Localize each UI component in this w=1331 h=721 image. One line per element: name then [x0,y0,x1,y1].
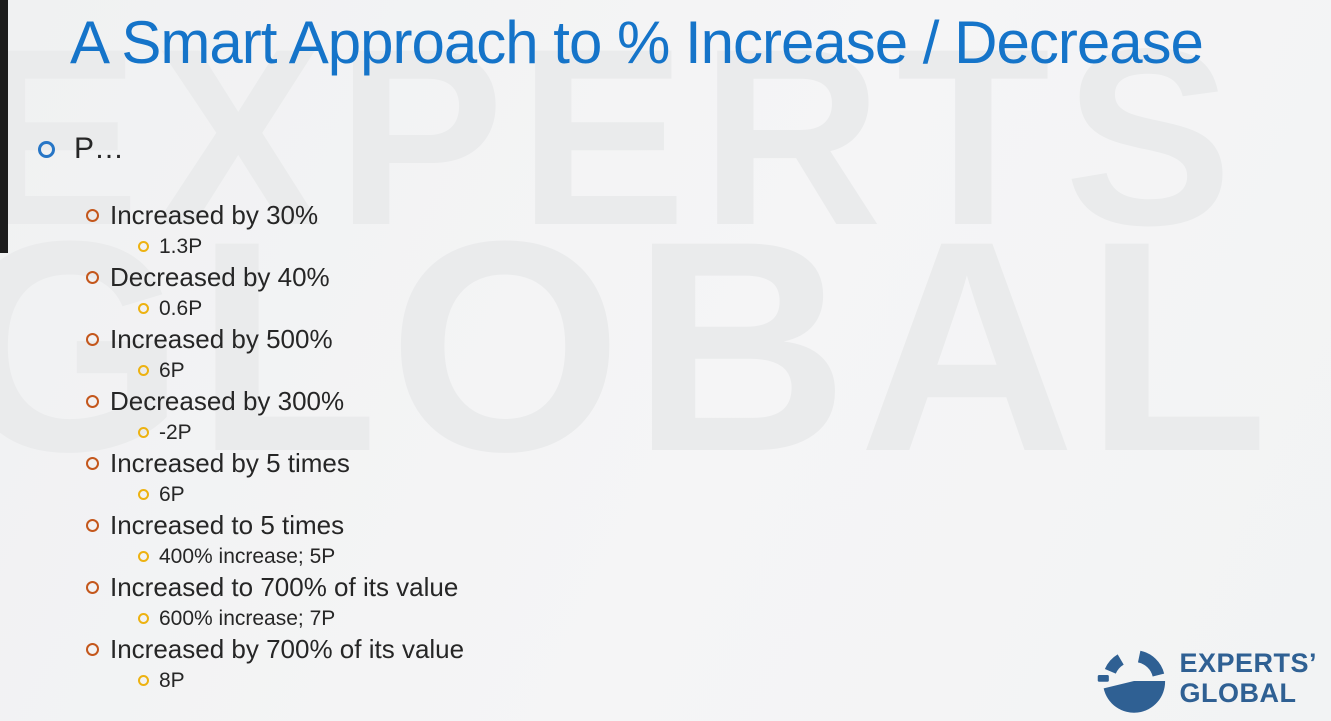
watermark-global: GLOBAL [0,178,1279,514]
list-item-label: Increased to 700% of its value [110,572,459,602]
root-bullet-label: P… [74,132,125,165]
bullet-circle-gold-icon [138,241,149,252]
bullet-circle-gold-icon [138,551,149,562]
watermark-experts: EXPERTS [0,0,1247,278]
list-subitem-label: -2P [159,420,192,444]
bullet-list: Increased by 30% 1.3P Decreased by 40% 0… [86,200,786,696]
bullet-circle-orange-icon [86,271,99,284]
list-subitem: -2P [86,417,786,448]
list-item: Increased to 700% of its value [86,572,786,603]
list-subitem-label: 8P [159,668,185,692]
list-subitem: 600% increase; 7P [86,603,786,634]
logo-line2: GLOBAL [1179,678,1297,708]
bullet-circle-orange-icon [86,643,99,656]
list-item-label: Increased by 700% of its value [110,634,465,664]
list-item: Increased by 5 times [86,448,786,479]
bullet-circle-orange-icon [86,581,99,594]
list-item-label: Increased to 5 times [110,510,345,540]
bullet-circle-gold-icon [138,365,149,376]
list-item: Decreased by 40% [86,262,786,293]
list-subitem: 1.3P [86,231,786,262]
bullet-circle-blue-icon [38,140,55,158]
logo-line1: EXPERTS’ [1179,647,1317,678]
bullet-circle-gold-icon [138,613,149,624]
list-subitem: 6P [86,355,786,386]
bullet-circle-orange-icon [86,457,99,470]
list-subitem: 0.6P [86,293,786,324]
bullet-circle-gold-icon [138,675,149,686]
list-item-label: Increased by 5 times [110,448,350,478]
list-subitem: 8P [86,665,786,696]
experts-global-logo: EXPERTS’ GLOBAL [1097,641,1317,715]
bullet-circle-gold-icon [138,427,149,438]
list-item-label: Decreased by 300% [110,386,345,416]
list-subitem: 6P [86,479,786,510]
bullet-circle-orange-icon [86,333,99,346]
list-subitem-label: 0.6P [159,296,203,320]
list-subitem-label: 600% increase; 7P [159,606,336,630]
list-item-label: Increased by 30% [110,200,319,230]
list-item: Increased by 500% [86,324,786,355]
bullet-circle-orange-icon [86,209,99,222]
bullet-circle-gold-icon [138,489,149,500]
list-subitem-label: 1.3P [159,234,203,258]
root-bullet-row: P… [38,132,124,166]
list-item-label: Decreased by 40% [110,262,330,292]
bullet-circle-orange-icon [86,395,99,408]
list-item-label: Increased by 500% [110,324,333,354]
left-edge-strip [0,0,8,253]
list-item: Increased by 30% [86,200,786,231]
list-subitem-label: 400% increase; 5P [159,544,336,568]
list-item: Decreased by 300% [86,386,786,417]
globe-g-logo-icon [1098,650,1166,713]
bullet-circle-orange-icon [86,519,99,532]
page-title: A Smart Approach to % Increase / Decreas… [70,9,1204,76]
list-item: Increased by 700% of its value [86,634,786,665]
list-subitem-label: 6P [159,358,185,382]
list-item: Increased to 5 times [86,510,786,541]
list-subitem-label: 6P [159,482,185,506]
list-subitem: 400% increase; 5P [86,541,786,572]
bullet-circle-gold-icon [138,303,149,314]
